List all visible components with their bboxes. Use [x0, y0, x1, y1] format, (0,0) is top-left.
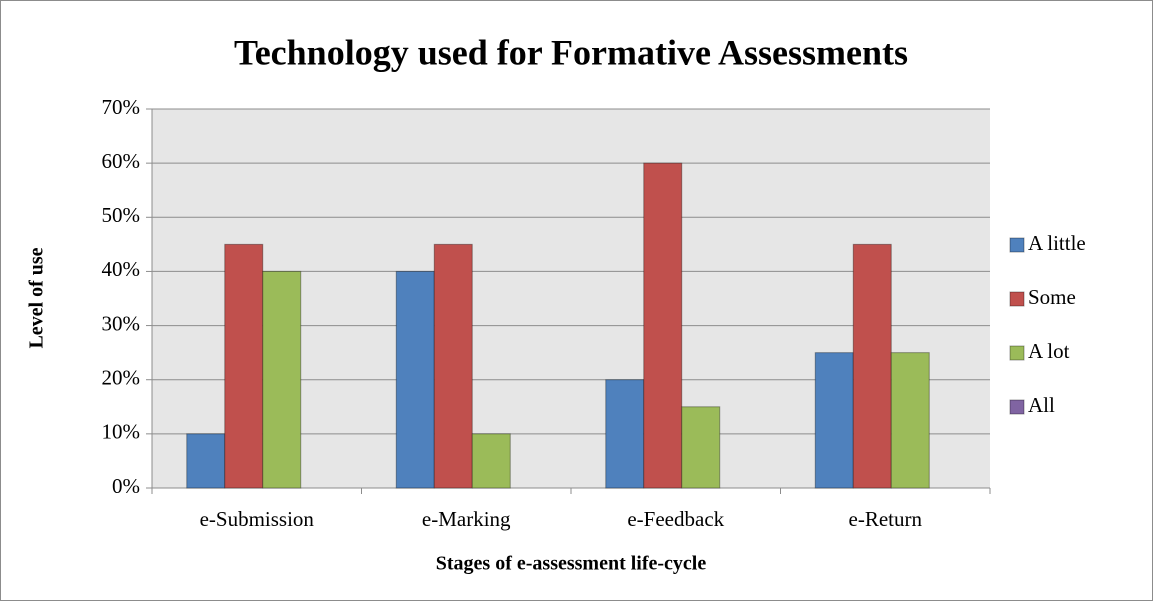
bar — [890, 352, 930, 489]
y-tick-label: 50% — [102, 203, 141, 227]
legend-label: A lot — [1028, 339, 1070, 363]
x-axis-title: Stages of e-assessment life-cycle — [436, 553, 707, 575]
bar — [224, 243, 264, 489]
y-tick-label: 30% — [102, 311, 141, 335]
bar — [605, 379, 645, 489]
bar — [643, 162, 683, 489]
y-tick-label: 40% — [102, 257, 141, 281]
legend-swatch — [1009, 345, 1025, 361]
x-tick-label: e-Return — [849, 507, 923, 531]
bar — [433, 243, 473, 489]
x-tick-label: e-Marking — [422, 507, 511, 531]
bar — [262, 270, 302, 489]
y-tick-label: 20% — [102, 366, 141, 390]
y-tick-label: 70% — [102, 95, 141, 119]
bar — [471, 433, 511, 489]
x-tick-label: e-Submission — [200, 507, 315, 531]
legend-label: Some — [1028, 285, 1076, 309]
bar — [395, 270, 435, 489]
bar — [814, 352, 854, 489]
y-axis-title: Level of use — [26, 247, 48, 348]
bar — [681, 406, 721, 489]
legend-label: All — [1028, 393, 1055, 417]
legend-swatch — [1009, 237, 1025, 253]
y-tick-label: 60% — [102, 149, 141, 173]
chart-title: Technology used for Formative Assessment… — [234, 32, 908, 72]
bar — [852, 243, 892, 489]
legend-swatch — [1009, 399, 1025, 415]
legend-swatch — [1009, 291, 1025, 307]
legend-label: A little — [1028, 231, 1086, 255]
bar — [186, 433, 226, 489]
x-tick-label: e-Feedback — [627, 507, 724, 531]
y-tick-label: 0% — [112, 474, 140, 498]
y-tick-label: 10% — [102, 420, 141, 444]
